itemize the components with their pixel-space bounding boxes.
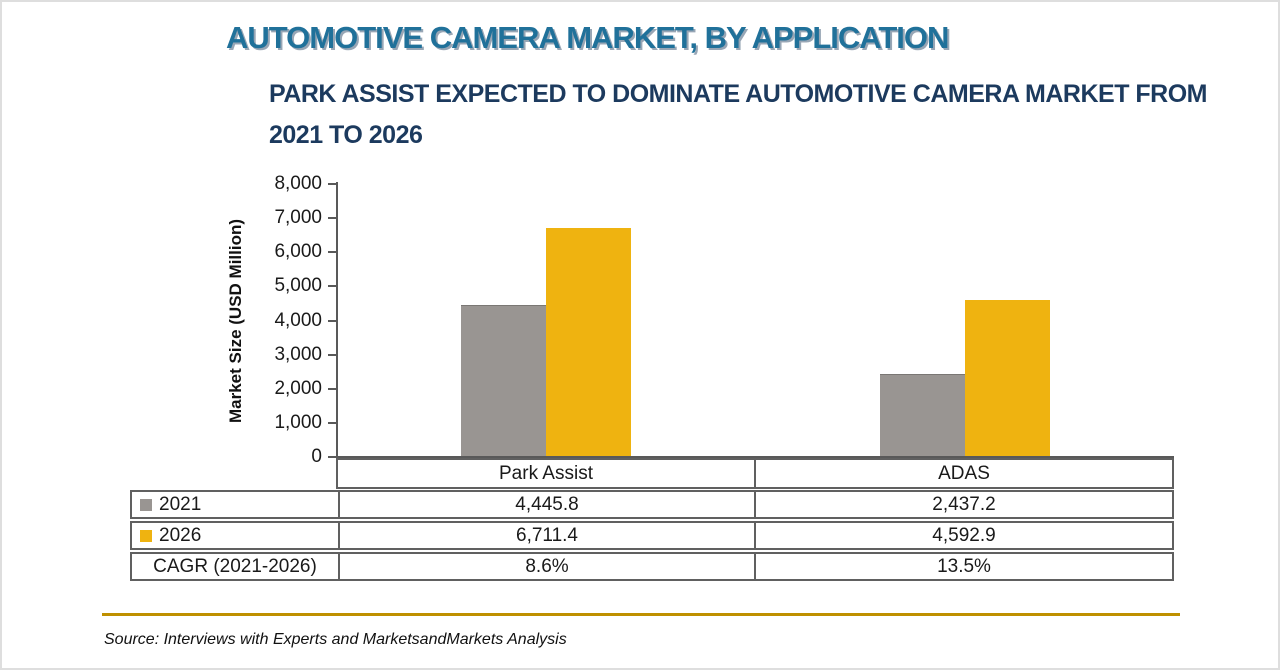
y-tick-mark [328, 217, 336, 220]
y-axis-line [336, 182, 338, 458]
category-header-row: Park Assist ADAS [336, 458, 1174, 489]
row-label-cell-cagr: CAGR (2021-2026) [132, 554, 340, 579]
page-subtitle-line-2: 2021 TO 2026 [269, 121, 423, 149]
row-label-cell-2021: 2021 [132, 492, 340, 517]
y-tick-label: 4,000 [274, 309, 322, 331]
bar-park-assist-2026 [545, 227, 631, 457]
row-label-2026: 2026 [159, 524, 202, 546]
y-tick-label: 7,000 [274, 207, 322, 229]
y-tick-mark [328, 251, 336, 254]
row-label-2021: 2021 [159, 493, 202, 515]
row-label-cagr: CAGR (2021-2026) [153, 555, 317, 577]
cell-2026-park-assist: 6,711.4 [340, 523, 756, 548]
y-tick-mark [328, 319, 336, 322]
table-row-cagr: CAGR (2021-2026) 8.6% 13.5% [130, 552, 1174, 581]
category-header-adas: ADAS [938, 462, 990, 484]
x-axis-line [336, 456, 1174, 458]
page-subtitle-line-1: PARK ASSIST EXPECTED TO DOMINATE AUTOMOT… [269, 80, 1208, 108]
y-tick-label: 8,000 [274, 173, 322, 194]
y-tick-mark [328, 421, 336, 424]
page-subtitle: PARK ASSIST EXPECTED TO DOMINATE AUTOMOT… [269, 74, 1208, 156]
y-tick-mark [328, 387, 336, 390]
bar-adas-2026 [964, 300, 1050, 457]
table-row-2021: 2021 4,445.8 2,437.2 [130, 490, 1174, 519]
cell-2021-adas: 2,437.2 [932, 493, 996, 515]
cell-cagr-park-assist: 8.6% [340, 554, 756, 579]
source-note: Source: Interviews with Experts and Mark… [104, 631, 567, 648]
page-title: AUTOMOTIVE CAMERA MARKET, BY APPLICATION [226, 20, 949, 55]
y-tick-mark [328, 456, 336, 458]
gold-divider [102, 613, 1180, 616]
bar-adas-2021 [879, 373, 965, 457]
cell-2021-park-assist: 4,445.8 [340, 492, 756, 517]
legend-marker-2026 [140, 529, 152, 542]
bar-park-assist-2021 [460, 305, 546, 457]
table-row-2026: 2026 6,711.4 4,592.9 [130, 521, 1174, 550]
y-tick-label: 0 [311, 446, 322, 467]
row-label-cell-2026: 2026 [132, 523, 340, 548]
y-tick-mark [328, 285, 336, 288]
category-header-park-assist: Park Assist [338, 460, 756, 487]
cell-2026-adas: 4,592.9 [932, 524, 996, 546]
y-tick-mark [328, 183, 336, 185]
cell-cagr-adas: 13.5% [937, 555, 991, 577]
y-tick-label: 2,000 [274, 377, 322, 399]
y-tick-label: 3,000 [274, 343, 322, 365]
y-tick-mark [328, 353, 336, 356]
y-tick-label: 6,000 [274, 241, 322, 263]
y-tick-label: 1,000 [274, 411, 322, 433]
legend-marker-2021 [140, 498, 152, 511]
y-tick-label: 5,000 [274, 275, 322, 297]
